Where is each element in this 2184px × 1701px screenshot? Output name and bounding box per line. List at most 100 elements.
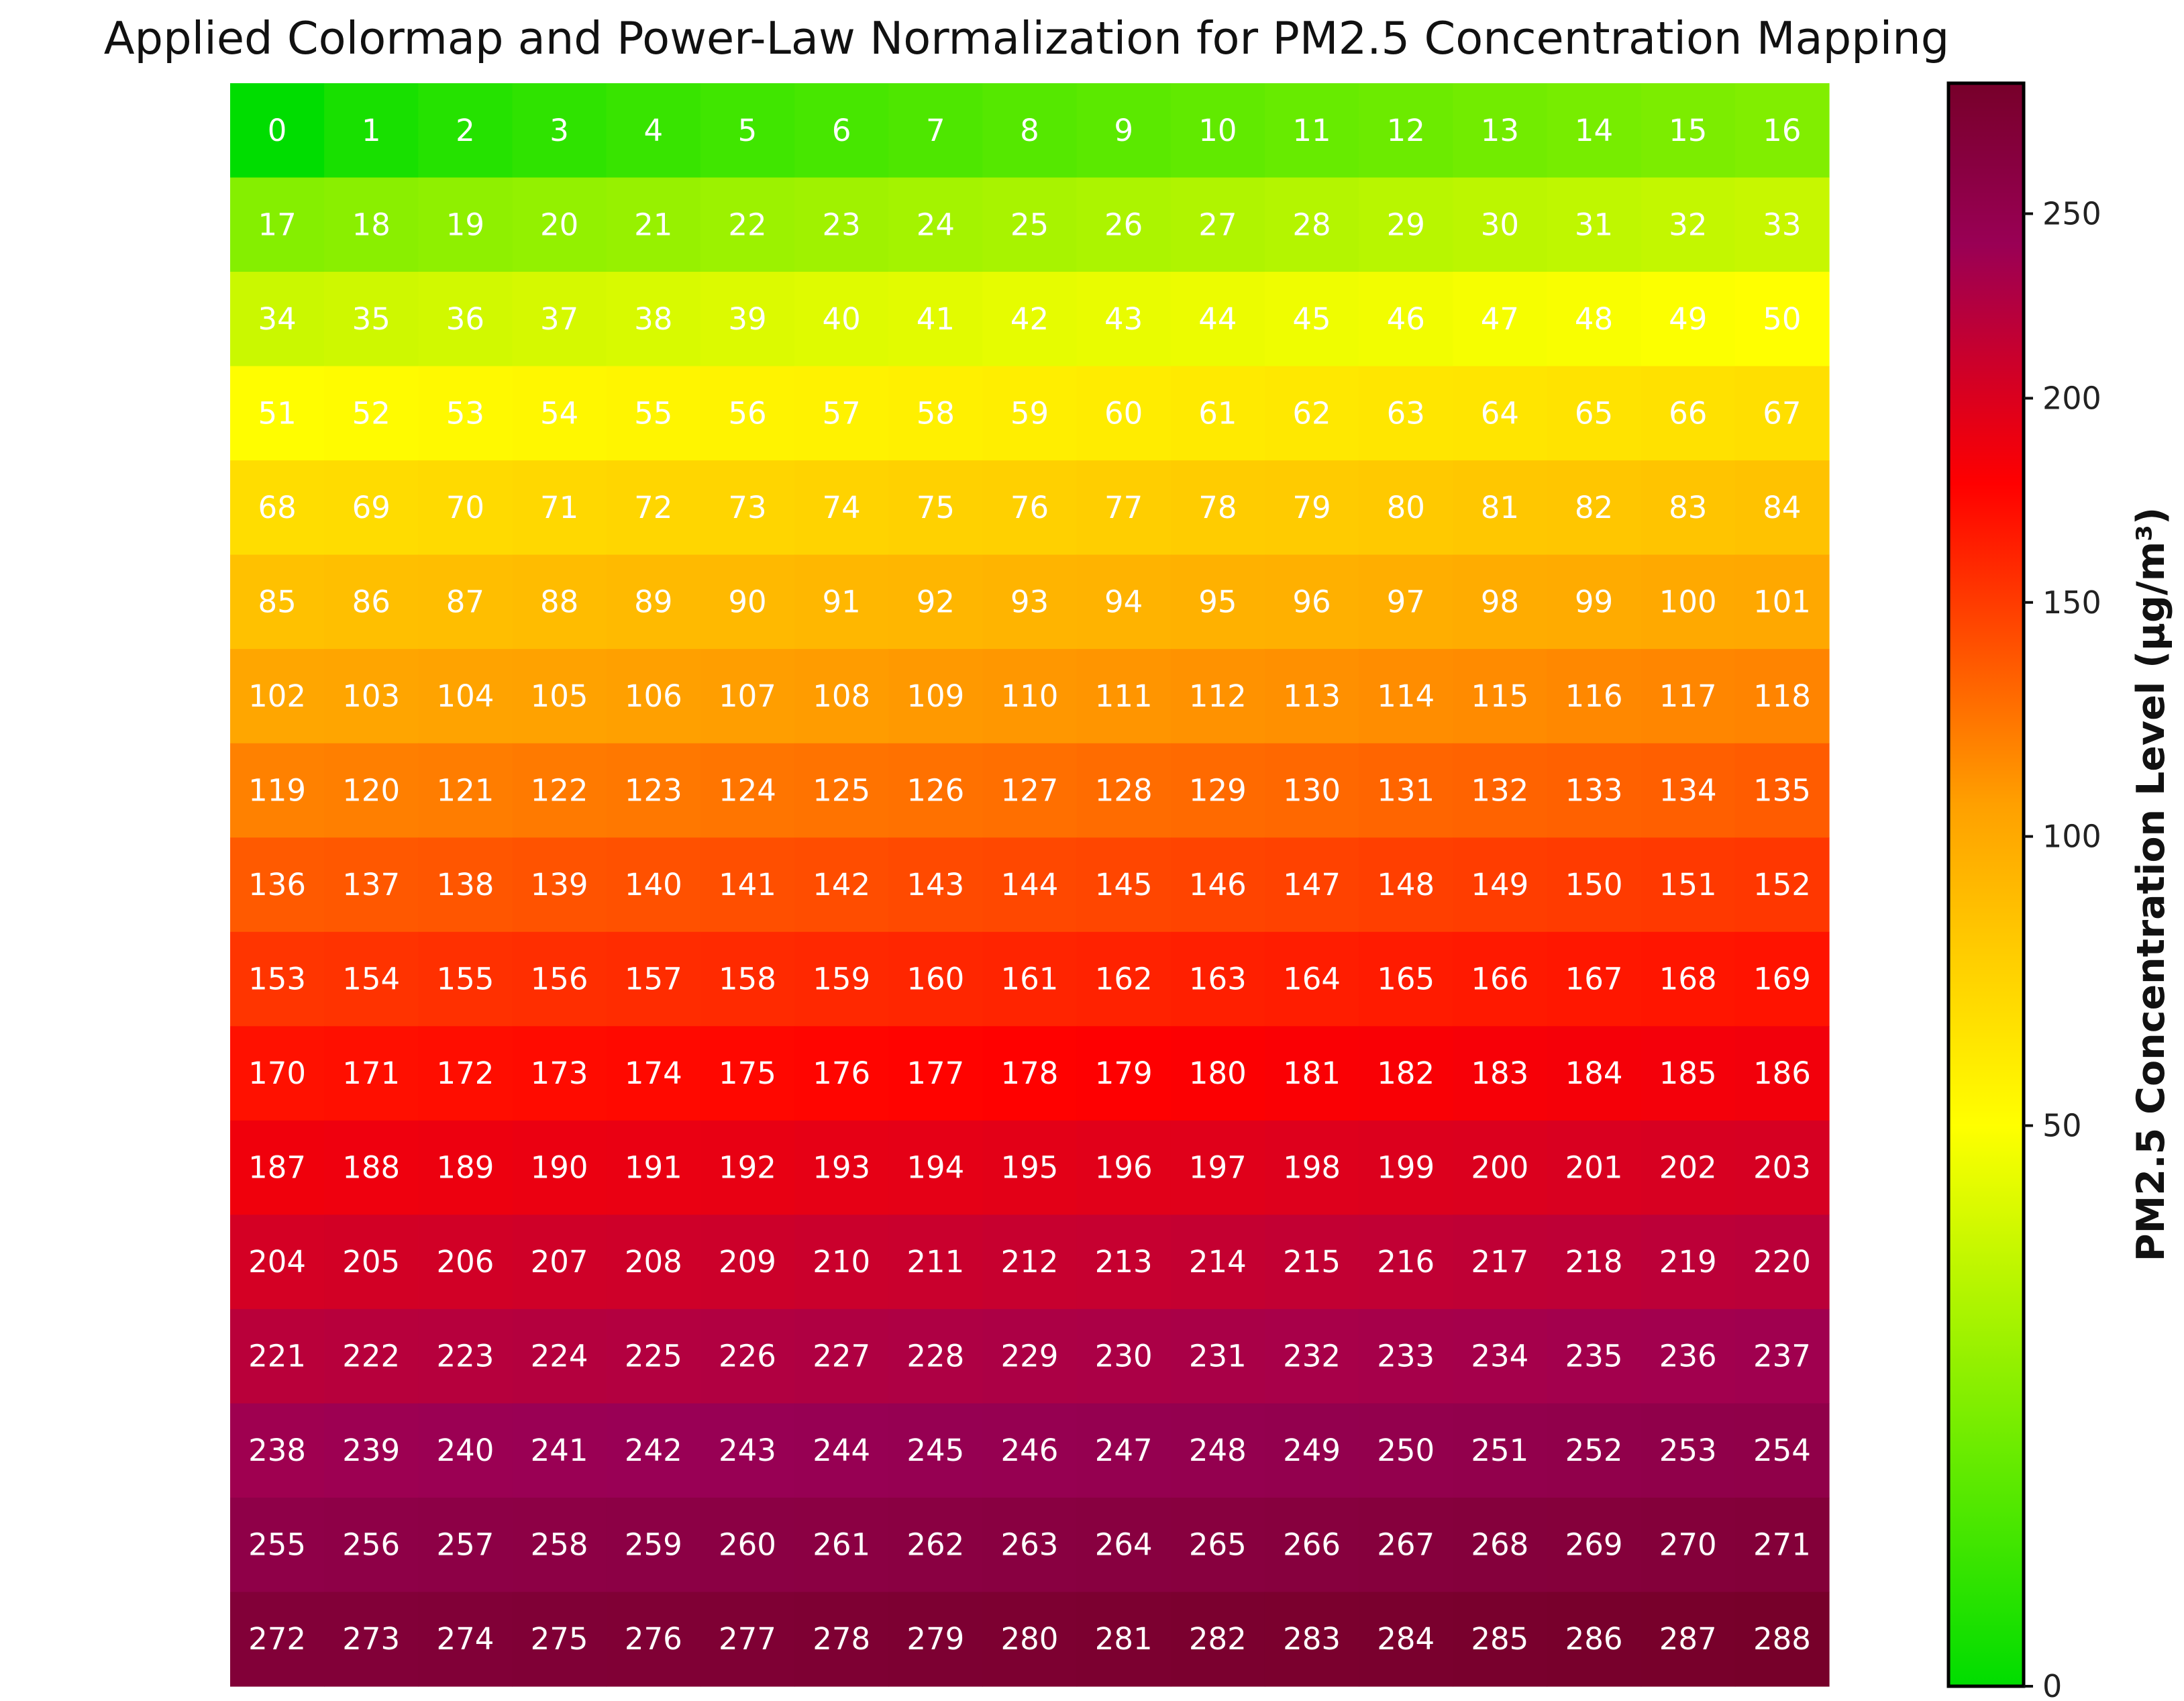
cell-value-label: 73 xyxy=(728,490,766,525)
cell-value-label: 185 xyxy=(1659,1055,1717,1091)
cell-value-label: 78 xyxy=(1198,490,1237,525)
heatmap-cell xyxy=(982,83,1078,178)
cell-value-label: 142 xyxy=(813,867,870,903)
cell-value-label: 16 xyxy=(1763,113,1801,148)
heatmap-cell xyxy=(1547,272,1642,367)
heatmap-cell xyxy=(606,931,701,1027)
heatmap-cell xyxy=(1076,1592,1172,1687)
cell-value-label: 136 xyxy=(248,867,306,903)
cell-value-label: 261 xyxy=(813,1527,870,1563)
heatmap-cell xyxy=(1453,554,1548,650)
heatmap-cell xyxy=(230,837,325,933)
cell-value-label: 233 xyxy=(1377,1339,1435,1374)
cell-value-label: 281 xyxy=(1095,1621,1153,1657)
cell-value-label: 206 xyxy=(436,1244,494,1280)
cell-value-label: 12 xyxy=(1387,113,1425,148)
cell-value-label: 50 xyxy=(1763,301,1801,337)
cell-value-label: 34 xyxy=(258,301,296,337)
cell-value-label: 227 xyxy=(813,1339,870,1374)
cell-value-label: 251 xyxy=(1471,1433,1528,1468)
cell-value-label: 220 xyxy=(1753,1244,1811,1280)
cell-value-label: 57 xyxy=(823,395,861,431)
cell-value-label: 124 xyxy=(719,772,776,808)
heatmap-cell xyxy=(418,1120,513,1215)
heatmap-cell xyxy=(1641,1026,1736,1121)
heatmap-cell xyxy=(1453,931,1548,1027)
cell-value-label: 138 xyxy=(436,867,494,903)
heatmap-cell xyxy=(1076,1497,1172,1593)
heatmap-cell xyxy=(324,272,419,367)
cell-value-label: 192 xyxy=(719,1150,776,1186)
heatmap-cell xyxy=(1170,837,1265,933)
cell-value-label: 285 xyxy=(1471,1621,1528,1657)
cell-value-label: 181 xyxy=(1283,1055,1341,1091)
heatmap-cell xyxy=(230,743,325,838)
cell-value-label: 100 xyxy=(1659,584,1717,619)
heatmap-cell xyxy=(1170,554,1265,650)
cell-value-label: 156 xyxy=(531,962,588,997)
cell-value-label: 133 xyxy=(1565,772,1623,808)
cell-value-label: 245 xyxy=(906,1433,964,1468)
heatmap-cells xyxy=(230,83,1830,1687)
cell-value-label: 13 xyxy=(1481,113,1519,148)
cell-value-label: 271 xyxy=(1753,1527,1811,1563)
cell-value-label: 226 xyxy=(719,1339,776,1374)
heatmap-cell xyxy=(1264,1215,1359,1310)
heatmap-cell xyxy=(888,366,984,461)
cell-value-label: 168 xyxy=(1659,962,1717,997)
cell-value-label: 39 xyxy=(728,301,766,337)
cell-value-label: 201 xyxy=(1565,1150,1623,1186)
cell-value-label: 242 xyxy=(625,1433,682,1468)
cell-value-label: 7 xyxy=(926,113,945,148)
heatmap-cell xyxy=(1170,1026,1265,1121)
cell-value-label: 81 xyxy=(1481,490,1519,525)
cell-value-label: 279 xyxy=(906,1621,964,1657)
heatmap-cell xyxy=(606,743,701,838)
cell-value-label: 264 xyxy=(1095,1527,1153,1563)
heatmap-cell xyxy=(982,177,1078,272)
cell-value-label: 28 xyxy=(1292,207,1331,242)
heatmap-cell xyxy=(794,554,889,650)
heatmap-cell xyxy=(700,1497,795,1593)
heatmap-cell xyxy=(1359,554,1453,650)
cell-value-label: 231 xyxy=(1189,1339,1247,1374)
heatmap-cell xyxy=(418,554,513,650)
heatmap-cell xyxy=(418,743,513,838)
heatmap-cell xyxy=(1359,177,1453,272)
heatmap-cell xyxy=(1359,1215,1453,1310)
cell-value-label: 263 xyxy=(1001,1527,1059,1563)
cell-value-label: 17 xyxy=(258,207,296,242)
heatmap-cell xyxy=(1641,1497,1736,1593)
heatmap-cell xyxy=(1170,1308,1265,1404)
cell-value-label: 195 xyxy=(1001,1150,1059,1186)
heatmap-cell xyxy=(700,272,795,367)
colorbar-border xyxy=(1946,81,2026,1688)
cell-value-label: 239 xyxy=(342,1433,400,1468)
heatmap-cell xyxy=(700,366,795,461)
cell-value-label: 49 xyxy=(1669,301,1707,337)
heatmap-cell xyxy=(794,1215,889,1310)
heatmap-cell xyxy=(1453,1215,1548,1310)
cell-value-label: 164 xyxy=(1283,962,1341,997)
heatmap-cell xyxy=(1359,83,1453,178)
cell-value-label: 75 xyxy=(917,490,955,525)
heatmap-cell xyxy=(324,1403,419,1498)
heatmap-cell xyxy=(1547,1308,1642,1404)
heatmap-cell xyxy=(700,1215,795,1310)
heatmap-cell xyxy=(1453,1497,1548,1593)
colorbar-tick-label: 0 xyxy=(2042,1668,2062,1698)
heatmap-cell xyxy=(418,1215,513,1310)
cell-value-label: 198 xyxy=(1283,1150,1341,1186)
heatmap-cell xyxy=(512,1026,607,1121)
heatmap-cell xyxy=(1734,177,1830,272)
colorbar-tick-label: 50 xyxy=(2042,1107,2082,1143)
cell-value-label: 66 xyxy=(1669,395,1707,431)
cell-value-label: 70 xyxy=(446,490,484,525)
cell-value-label: 262 xyxy=(906,1527,964,1563)
heatmap-cell xyxy=(982,743,1078,838)
heatmap-cell xyxy=(418,1403,513,1498)
heatmap-cell xyxy=(1359,1592,1453,1687)
cell-value-label: 11 xyxy=(1292,113,1331,148)
cell-value-label: 283 xyxy=(1283,1621,1341,1657)
heatmap-cell xyxy=(1734,554,1830,650)
